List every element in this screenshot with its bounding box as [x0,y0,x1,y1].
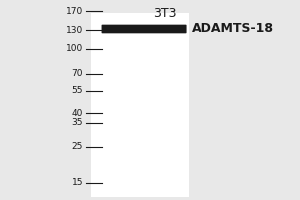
Text: 100: 100 [66,44,83,53]
Text: 15: 15 [72,178,83,187]
Text: ADAMTS-18: ADAMTS-18 [192,22,274,35]
Text: 25: 25 [72,142,83,151]
Text: 70: 70 [72,69,83,78]
Text: 40: 40 [72,109,83,118]
FancyBboxPatch shape [102,25,187,33]
Text: 55: 55 [72,86,83,95]
Text: 130: 130 [66,26,83,35]
Text: 35: 35 [72,118,83,127]
Bar [91,13,189,197]
Text: 3T3: 3T3 [153,7,177,20]
Text: 170: 170 [66,7,83,16]
